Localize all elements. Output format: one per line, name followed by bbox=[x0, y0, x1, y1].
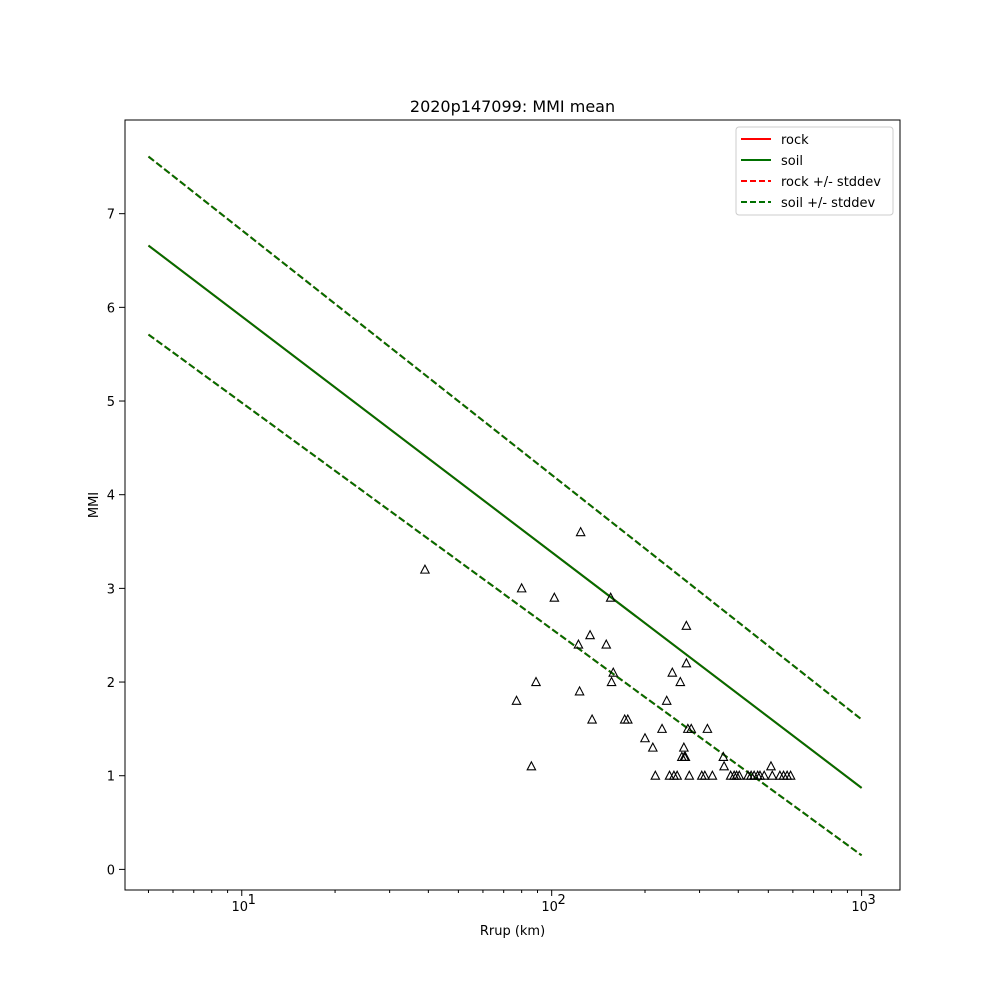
observed-point-10 bbox=[586, 713, 598, 724]
observed-point-21 bbox=[661, 695, 672, 705]
observed-point-30 bbox=[680, 751, 691, 762]
y-tick-label: 4 bbox=[107, 489, 115, 504]
x-tick-label: 10 bbox=[851, 900, 868, 915]
observed-point-16 bbox=[622, 713, 633, 724]
legend-label: soil bbox=[781, 154, 803, 169]
legend-label: soil +/- stddev bbox=[781, 196, 876, 211]
x-axis-label: Rrup (km) bbox=[480, 924, 545, 939]
x-tick-label: 10 bbox=[231, 900, 248, 915]
series-layer bbox=[147, 155, 863, 857]
legend-label: rock bbox=[781, 133, 809, 148]
y-tick-label: 6 bbox=[107, 301, 115, 316]
observed-point-11 bbox=[601, 638, 612, 649]
observed-point-28 bbox=[678, 741, 689, 752]
observed-points bbox=[419, 526, 796, 780]
observed-point-17 bbox=[639, 732, 651, 743]
observed-point-37 bbox=[699, 770, 710, 780]
observed-point-19 bbox=[650, 770, 661, 780]
observed-point-53 bbox=[767, 770, 778, 780]
y-tick-label: 2 bbox=[107, 676, 115, 691]
y-tick-label: 3 bbox=[107, 582, 115, 597]
observed-point-40 bbox=[718, 751, 729, 762]
plot-area bbox=[124, 119, 901, 891]
observed-point-34 bbox=[684, 770, 695, 780]
observed-point-8 bbox=[575, 526, 586, 537]
y-tick-label: 7 bbox=[107, 208, 115, 223]
observed-point-0 bbox=[419, 563, 431, 574]
y-tick-label: 1 bbox=[107, 770, 115, 785]
observed-point-14 bbox=[608, 666, 619, 677]
y-axis: 0 1 2 3 4 5 6 7 bbox=[107, 208, 125, 878]
x-axis: 10 1 10 2 10 3 bbox=[147, 890, 876, 915]
observed-point-51 bbox=[759, 770, 770, 780]
series-line-soil-1 bbox=[147, 244, 863, 789]
observed-point-23 bbox=[667, 666, 678, 677]
observed-point-32 bbox=[681, 657, 692, 668]
observed-point-41 bbox=[718, 760, 730, 771]
legend-label: rock +/- stddev bbox=[781, 175, 881, 190]
observed-point-57 bbox=[785, 770, 796, 780]
observed-point-35 bbox=[686, 723, 697, 733]
observed-point-52 bbox=[765, 760, 777, 771]
x-tick-label-exponent: 1 bbox=[248, 893, 256, 908]
legend: rock soil rock +/- stddev soil +/- stddev bbox=[735, 126, 894, 216]
observed-point-20 bbox=[656, 723, 668, 733]
observed-point-38 bbox=[702, 723, 713, 733]
observed-point-18 bbox=[647, 741, 658, 752]
y-tick-label: 0 bbox=[107, 863, 115, 878]
observed-point-25 bbox=[672, 770, 683, 780]
observed-point-3 bbox=[526, 760, 537, 771]
observed-point-13 bbox=[606, 676, 617, 687]
observed-point-9 bbox=[584, 629, 596, 640]
series-line-soil-stddev-5 bbox=[147, 333, 863, 857]
observed-point-1 bbox=[511, 695, 522, 705]
observed-point-7 bbox=[574, 685, 585, 696]
observed-point-12 bbox=[605, 592, 616, 602]
y-axis-label: MMI bbox=[87, 492, 102, 518]
x-tick-label-exponent: 2 bbox=[558, 893, 566, 908]
observed-point-2 bbox=[516, 582, 527, 593]
observed-point-39 bbox=[707, 770, 718, 780]
observed-point-45 bbox=[734, 770, 745, 780]
series-line-soil-stddev-4 bbox=[147, 155, 863, 721]
observed-point-5 bbox=[549, 592, 560, 602]
observed-point-26 bbox=[675, 676, 686, 687]
legend-box bbox=[735, 126, 894, 216]
observed-point-6 bbox=[573, 638, 584, 649]
chart-title: 2020p147099: MMI mean bbox=[410, 97, 615, 116]
x-tick-label-exponent: 3 bbox=[867, 893, 875, 908]
plot-frame bbox=[124, 119, 901, 891]
x-tick-label: 10 bbox=[541, 900, 558, 915]
y-tick-label: 5 bbox=[107, 395, 115, 410]
observed-point-31 bbox=[681, 620, 692, 630]
observed-point-4 bbox=[530, 676, 542, 687]
